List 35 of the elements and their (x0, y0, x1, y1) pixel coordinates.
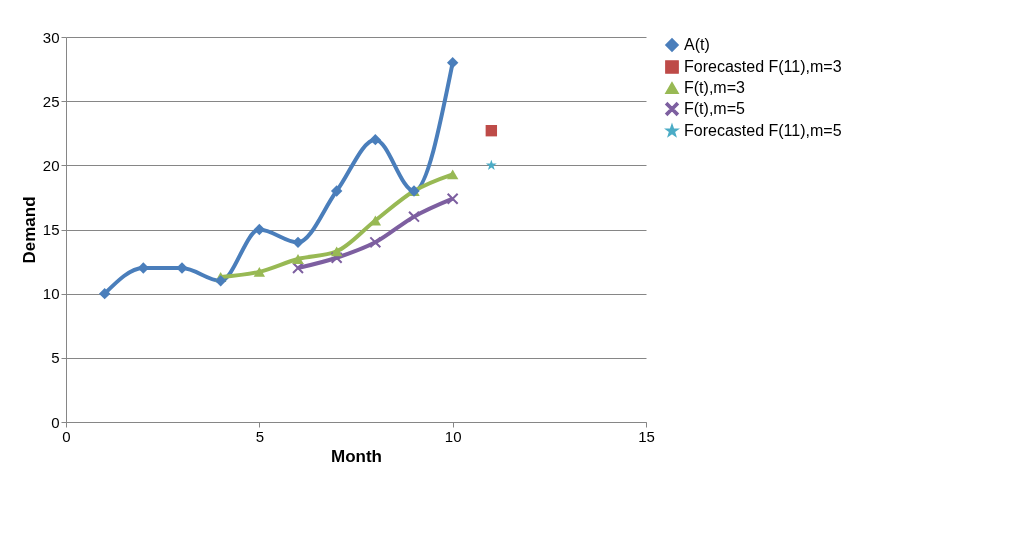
y-tick-label: 0 (51, 413, 60, 431)
point (369, 236, 382, 249)
point (292, 262, 304, 274)
y-axis-title: Demand (19, 196, 39, 264)
point (214, 275, 227, 287)
point (98, 287, 111, 300)
x-tick-label: 5 (255, 427, 265, 445)
y-tick-label: 30 (42, 28, 60, 46)
legend-label: F(t),m=3 (684, 79, 745, 96)
y-tick-label: 5 (51, 349, 60, 367)
point (253, 266, 266, 277)
point (485, 159, 497, 170)
legend-label: Forecasted F(11),m=3 (684, 58, 842, 75)
y-tick-label: 20 (42, 156, 60, 174)
y-tick-label: 10 (42, 285, 60, 303)
point (330, 246, 343, 257)
point (292, 254, 304, 264)
point (369, 133, 382, 146)
point (253, 223, 266, 236)
point (330, 185, 343, 197)
x-tick-label: 10 (444, 427, 462, 445)
legend-label: Forecasted F(11),m=5 (684, 122, 842, 139)
y-tick-label: 25 (42, 92, 60, 110)
point (292, 236, 304, 249)
legend-label: F(t),m=5 (684, 100, 745, 117)
point (446, 169, 459, 180)
legend-label: A(t) (684, 36, 710, 53)
point (446, 193, 459, 205)
y-tick-label: 15 (42, 221, 60, 238)
x-tick-label: 15 (638, 427, 655, 445)
x-axis-title: Month (331, 446, 382, 466)
x-tick-label: 0 (62, 427, 71, 445)
point (408, 210, 420, 223)
point (485, 124, 498, 137)
point (446, 56, 459, 69)
